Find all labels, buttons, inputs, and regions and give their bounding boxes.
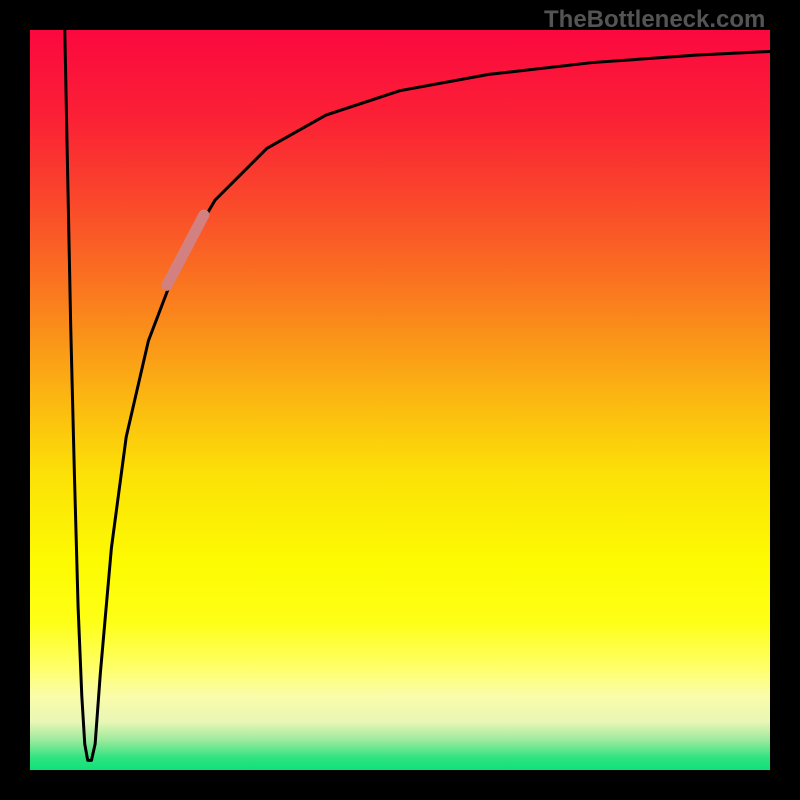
watermark-label: TheBottleneck.com xyxy=(544,6,765,34)
bottleneck-curve xyxy=(65,30,770,760)
bottleneck-chart: TheBottleneck.com xyxy=(0,0,800,800)
highlight-marker xyxy=(167,215,204,285)
chart-overlay-svg xyxy=(0,0,800,800)
plot-frame xyxy=(15,15,785,785)
